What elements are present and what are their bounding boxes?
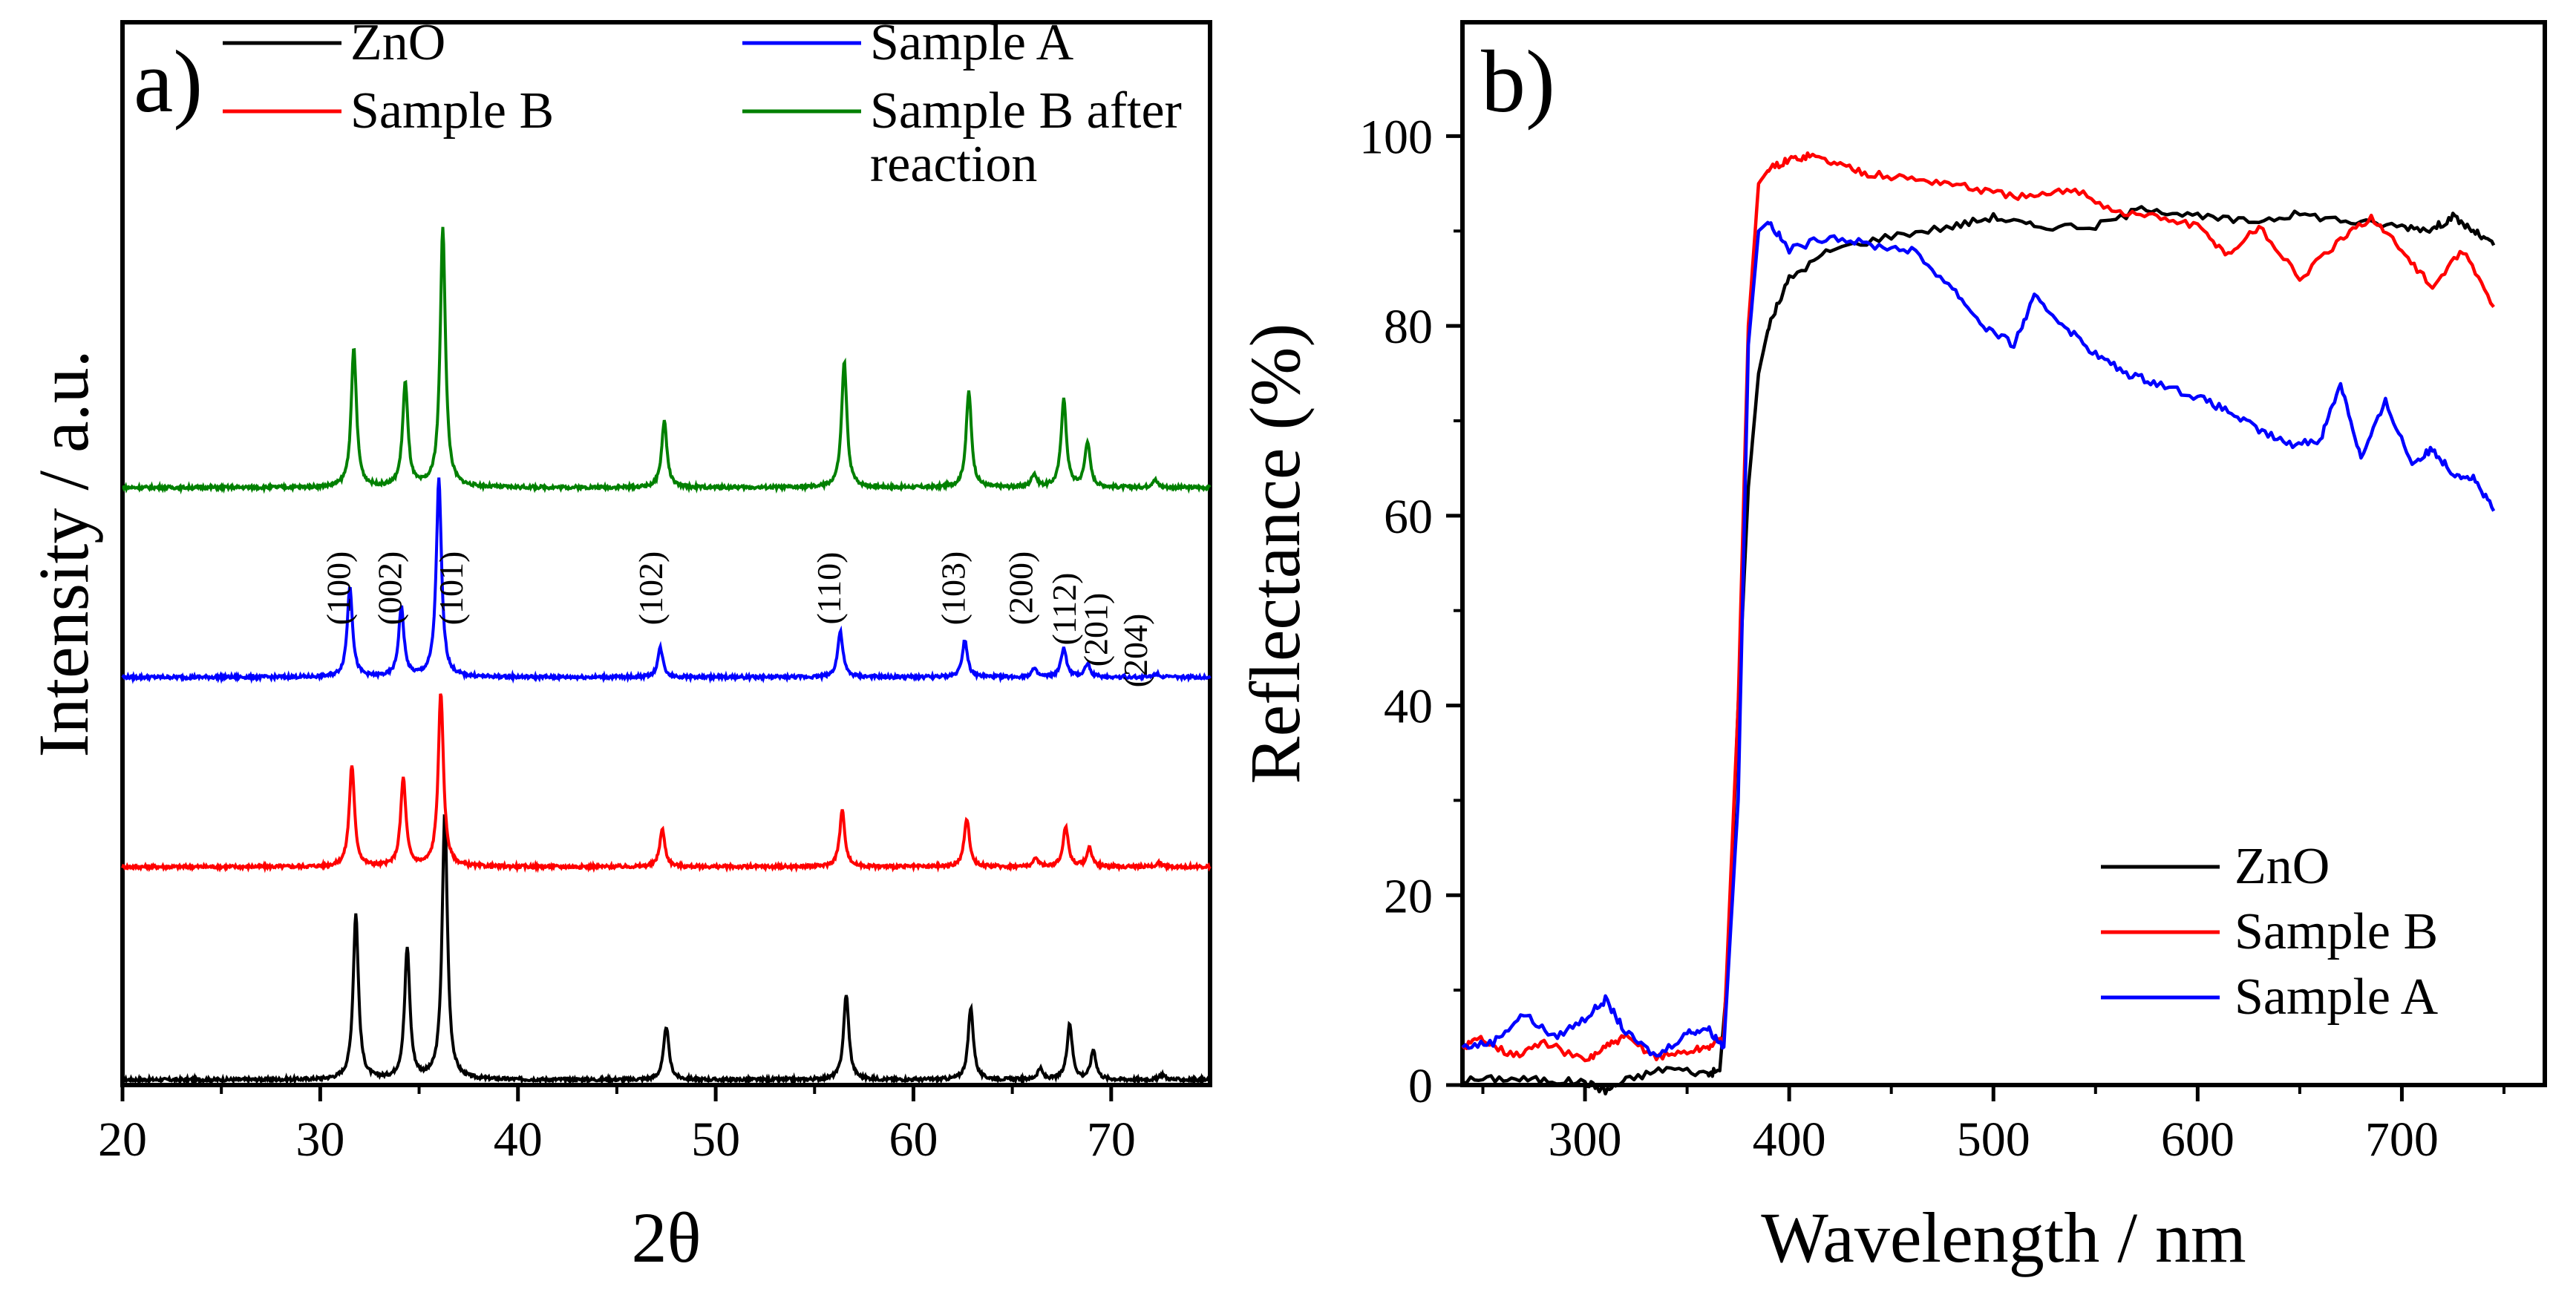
- y-tick-label: 60: [1384, 490, 1433, 544]
- y-tick-label: 100: [1359, 110, 1433, 164]
- peak-annotation-103: (103): [935, 551, 972, 626]
- legend-label-zno: ZnO: [2235, 838, 2330, 895]
- series-line-zno: [122, 814, 1212, 1087]
- series-line-sample-b: [121, 693, 1212, 874]
- peak-annotation-101: (101): [432, 551, 470, 626]
- series-line-sample-a: [1461, 220, 2496, 1058]
- x-tick-label: 20: [98, 1112, 147, 1167]
- reflectance-y-axis-ticks: 0 20 40 60 80 100: [1359, 110, 1462, 1113]
- xrd-y-axis-label: Intensity / a.u.: [24, 350, 103, 757]
- peak-annotation-002: (002): [371, 551, 409, 626]
- x-tick-label: 700: [2365, 1112, 2439, 1167]
- reflectance-plot-frame: [1460, 20, 2547, 1087]
- xrd-chart-panel: (100) (002) (101) (102) (110) (103) (200) (112)…: [24, 14, 1212, 1277]
- peak-annotation-102: (102): [632, 551, 670, 626]
- panel-label-b: b): [1481, 32, 1555, 131]
- x-tick-label: 30: [295, 1112, 344, 1167]
- x-tick-label: 400: [1753, 1112, 1826, 1167]
- x-tick-label: 300: [1549, 1112, 1622, 1167]
- legend-label-sample-b: Sample B: [350, 82, 554, 140]
- legend-label-sample-a: Sample A: [2235, 969, 2439, 1026]
- x-tick-label: 500: [1957, 1112, 2030, 1167]
- peak-annotation-200: (200): [1001, 551, 1039, 626]
- legend-label-sample-b-after-reaction: Sample B after reaction: [870, 82, 1182, 193]
- series-line-sample-a: [121, 477, 1212, 684]
- xrd-x-axis-label: 2θ: [632, 1198, 702, 1277]
- reflectance-chart-panel: 300 400 500 600 700 0 20 40 60 80 100 Wavelength …: [1235, 20, 2547, 1277]
- xrd-legend: ZnO Sample A Sample B Sample B after reactio…: [223, 14, 1182, 193]
- panel-label-a: a): [134, 32, 203, 131]
- series-line-sample-b-after-reaction: [122, 226, 1212, 495]
- peak-annotation-100: (100): [319, 551, 357, 626]
- xrd-peak-annotations: (100) (002) (101) (102) (110) (103) (200) (112)…: [319, 551, 1154, 688]
- peak-annotation-204: (204): [1117, 614, 1154, 688]
- reflectance-y-axis-label: Reflectance (%): [1235, 324, 1315, 784]
- peak-annotation-112: (112): [1045, 573, 1083, 646]
- legend-label-zno: ZnO: [350, 14, 445, 71]
- y-tick-label: 20: [1384, 869, 1433, 923]
- x-tick-label: 50: [691, 1112, 740, 1167]
- x-tick-label: 40: [494, 1112, 543, 1167]
- xrd-x-axis-ticks: 20 30 40 50 60 70: [98, 1085, 1136, 1167]
- legend-label-sample-b: Sample B: [2235, 903, 2438, 960]
- reflectance-legend: ZnO Sample B Sample A: [2101, 838, 2439, 1026]
- y-tick-label: 40: [1384, 680, 1433, 734]
- series-line-sample-b: [1461, 151, 2495, 1063]
- x-tick-label: 60: [889, 1112, 938, 1167]
- x-tick-label: 600: [2161, 1112, 2235, 1167]
- reflectance-x-axis-label: Wavelength / nm: [1761, 1198, 2246, 1277]
- reflectance-x-axis-ticks: 300 400 500 600 700: [1481, 1085, 2505, 1167]
- peak-annotation-110: (110): [810, 552, 848, 625]
- y-tick-label: 80: [1384, 300, 1433, 354]
- x-tick-label: 70: [1087, 1112, 1136, 1167]
- y-tick-label: 0: [1408, 1059, 1433, 1113]
- legend-label-sample-a: Sample A: [870, 14, 1074, 71]
- peak-annotation-201: (201): [1076, 593, 1114, 667]
- xrd-plot-frame: [120, 20, 1212, 1087]
- series-line-zno: [1462, 205, 2496, 1096]
- reflectance-series-group: [1461, 151, 2496, 1096]
- xrd-series-group: [121, 226, 1212, 1087]
